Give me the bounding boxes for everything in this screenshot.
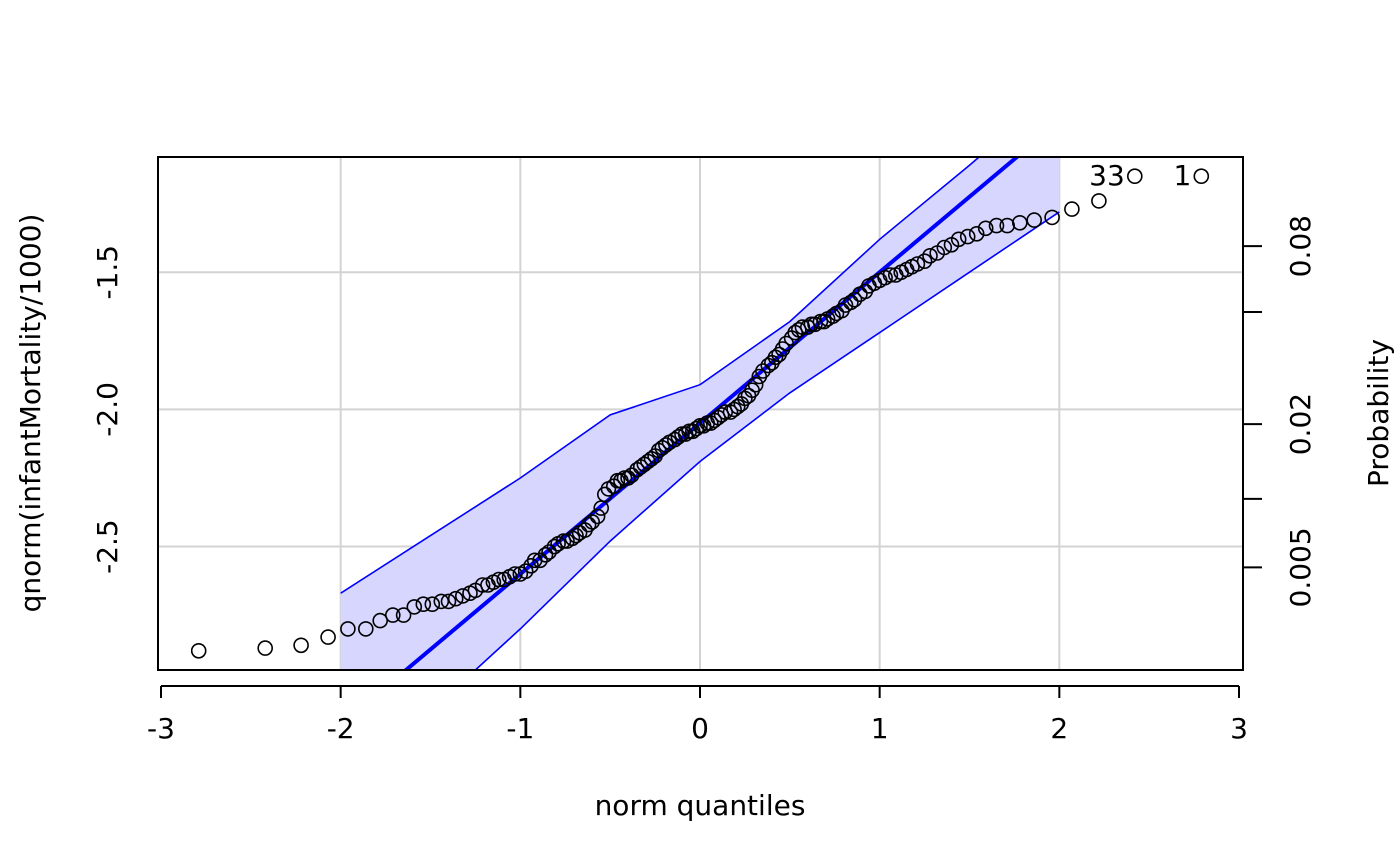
x-axis-label: norm quantiles	[595, 789, 806, 822]
y2-tick-label: 0.08	[1284, 215, 1317, 277]
data-point	[447, 590, 464, 607]
data-point	[532, 552, 548, 569]
data-point	[977, 220, 994, 237]
data-point	[658, 437, 674, 453]
x-tick-label: 2	[1050, 712, 1068, 745]
y2-axis-label: Probability	[1362, 339, 1395, 487]
data-point	[568, 527, 584, 544]
y2-tick-label: 0.005	[1284, 527, 1317, 607]
x-tick-label: -3	[147, 712, 175, 745]
data-point	[799, 319, 816, 335]
data-point	[843, 294, 859, 311]
data-point	[517, 563, 534, 580]
y-tick-label: -2.0	[91, 382, 124, 437]
data-point	[340, 621, 356, 637]
data-point	[257, 640, 274, 656]
data-point	[454, 588, 471, 604]
data-point	[474, 577, 491, 593]
data-point	[580, 516, 597, 533]
data-point	[968, 226, 985, 242]
data-point	[909, 256, 926, 272]
data-point	[293, 637, 309, 654]
confidence-band-fill	[340, 157, 1060, 670]
data-point	[620, 470, 636, 486]
data-point	[1193, 168, 1210, 184]
data-point	[357, 621, 374, 637]
data-point	[1026, 212, 1042, 228]
data-point	[755, 363, 771, 379]
data-point	[959, 228, 976, 245]
data-point	[537, 546, 554, 563]
x-tick-label: 3	[1230, 712, 1248, 745]
data-point	[882, 267, 899, 283]
outlier-labels: 33 1	[1089, 159, 1191, 192]
outlier-label: 1	[1173, 159, 1191, 192]
data-point	[812, 313, 829, 330]
data-point	[1044, 209, 1060, 226]
data-point	[415, 596, 432, 613]
x-tick-label: -2	[327, 712, 355, 745]
data-point	[922, 248, 938, 264]
data-point	[589, 508, 606, 525]
y-axis-label: qnorm(infantMortality/1000)	[14, 214, 47, 613]
data-point	[1011, 215, 1028, 231]
data-point	[623, 467, 640, 484]
confidence-band-upper	[340, 157, 981, 594]
data-point	[395, 607, 412, 623]
x-tick-label: 0	[691, 712, 709, 745]
data-point	[1064, 201, 1080, 217]
data-point	[609, 472, 626, 489]
data-point	[372, 612, 389, 629]
data-point	[778, 335, 795, 352]
data-point	[424, 596, 441, 613]
data-point	[916, 253, 933, 270]
data-point	[584, 514, 601, 530]
data-point	[1127, 168, 1143, 184]
data-point	[846, 291, 863, 308]
data-point	[936, 239, 953, 256]
x-tick-label: 1	[871, 712, 889, 745]
y-axis: -1.5 -2.0 -2.5	[91, 245, 124, 574]
data-point	[825, 308, 841, 324]
data-point	[490, 571, 507, 588]
data-point	[803, 316, 820, 333]
y2-axis-probability: 0.08 0.02 0.005	[1242, 215, 1317, 607]
data-point	[747, 376, 764, 393]
y2-tick-label: 0.02	[1284, 393, 1317, 455]
data-point	[1091, 193, 1107, 209]
x-tick-label: -1	[506, 712, 534, 745]
data-points	[190, 168, 1210, 659]
data-point	[190, 642, 207, 659]
confidence-band-lower	[474, 211, 1060, 670]
data-point	[790, 321, 807, 338]
data-point	[433, 593, 450, 610]
data-point	[950, 231, 967, 248]
data-point	[541, 544, 557, 560]
x-axis: -3 -2 -1 0 1 2 3	[147, 685, 1248, 745]
data-point	[692, 417, 708, 434]
data-point	[320, 629, 336, 645]
data-point	[816, 313, 832, 330]
confidence-band	[340, 157, 1060, 670]
data-point	[406, 599, 423, 615]
data-point	[616, 470, 633, 486]
data-point	[988, 217, 1005, 234]
data-point	[507, 566, 523, 582]
data-point	[384, 607, 401, 623]
y-tick-label: -2.5	[91, 519, 124, 574]
data-point	[674, 426, 690, 442]
y-tick-label: -1.5	[91, 245, 124, 300]
data-point	[440, 593, 457, 610]
outlier-label: 33	[1089, 159, 1125, 192]
